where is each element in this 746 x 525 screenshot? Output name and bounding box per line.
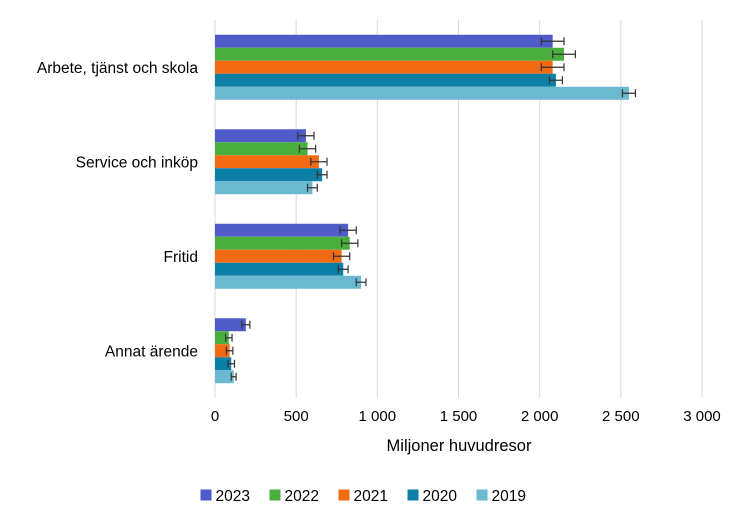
legend-label: 2020 xyxy=(423,488,458,505)
error-bar xyxy=(310,157,328,166)
x-tick-label: 1 500 xyxy=(440,408,478,425)
bar-2019 xyxy=(215,275,362,289)
bar-2020 xyxy=(215,168,323,182)
error-bar xyxy=(230,372,237,381)
error-bar xyxy=(316,170,328,179)
error-bars xyxy=(224,37,637,381)
category-labels: Arbete, tjänst och skola Service och inkö… xyxy=(37,60,198,361)
bar-2020 xyxy=(215,262,344,276)
x-tick-label: 0 xyxy=(211,408,219,425)
bar-2019 xyxy=(215,370,234,384)
bar-2023 xyxy=(215,129,306,143)
error-bar xyxy=(337,265,349,274)
bar-2023 xyxy=(215,318,246,332)
x-tick-label: 2 500 xyxy=(602,408,640,425)
error-bar xyxy=(621,89,637,98)
legend: 2023 2022 2021 2020 2019 xyxy=(200,488,526,505)
bar-2022 xyxy=(215,142,308,156)
error-bar xyxy=(224,333,233,342)
bar-2020 xyxy=(215,73,556,87)
error-bar xyxy=(540,63,565,72)
error-bar xyxy=(227,359,236,368)
legend-swatch xyxy=(476,489,488,501)
legend-swatch xyxy=(338,489,350,501)
error-bar xyxy=(355,278,367,287)
x-axis-ticks: 0 500 1 000 1 500 2 000 2 500 3 000 xyxy=(211,408,721,425)
error-bar xyxy=(241,320,251,329)
legend-swatch xyxy=(407,489,419,501)
legend-label: 2019 xyxy=(492,488,526,505)
category-label: Annat ärende xyxy=(105,343,198,360)
error-bar xyxy=(540,37,565,46)
bar-2019 xyxy=(215,181,313,195)
category-label: Arbete, tjänst och skola xyxy=(37,60,198,77)
error-bar xyxy=(552,50,576,59)
bar-2023 xyxy=(215,223,349,237)
error-bar xyxy=(306,183,318,192)
x-tick-label: 1 000 xyxy=(359,408,397,425)
x-tick-label: 500 xyxy=(284,408,309,425)
category-label: Fritid xyxy=(164,249,198,266)
bar-2021 xyxy=(215,249,342,263)
error-bar xyxy=(298,144,317,153)
bars xyxy=(215,34,629,384)
legend-swatch xyxy=(200,489,212,501)
x-axis-title: Miljoner huvudresor xyxy=(387,437,532,455)
bar-2021 xyxy=(215,155,319,169)
error-bar xyxy=(332,252,351,261)
x-tick-label: 2 000 xyxy=(521,408,559,425)
legend-label: 2021 xyxy=(354,488,388,505)
legend-swatch xyxy=(269,489,281,501)
bar-2021 xyxy=(215,60,553,74)
bar-2022 xyxy=(215,236,350,250)
error-bar xyxy=(225,346,234,355)
bar-2022 xyxy=(215,47,565,61)
error-bar xyxy=(297,131,315,140)
x-tick-label: 3 000 xyxy=(683,408,721,425)
category-label: Service och inköp xyxy=(76,154,198,171)
legend-label: 2022 xyxy=(285,488,319,505)
bar-2019 xyxy=(215,86,629,100)
bar-2020 xyxy=(215,357,232,371)
error-bar xyxy=(339,226,357,235)
error-bar xyxy=(341,239,359,248)
legend-label: 2023 xyxy=(216,488,250,505)
bar-2023 xyxy=(215,34,553,48)
error-bar xyxy=(548,76,563,85)
